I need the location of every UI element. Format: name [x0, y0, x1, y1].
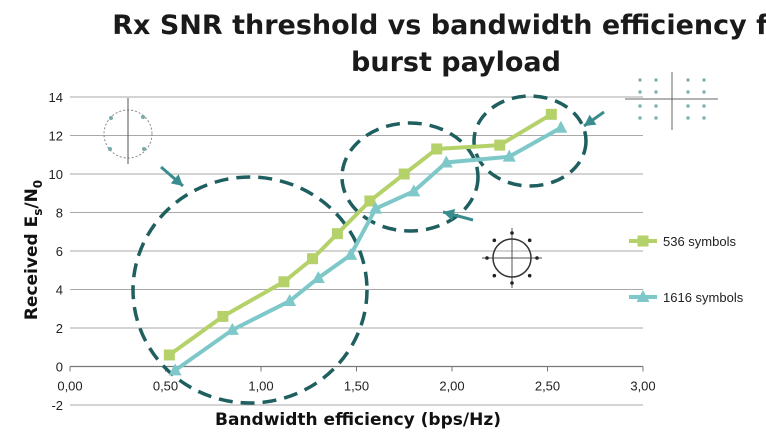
y-tick-label: 14: [49, 90, 63, 105]
y-axis-title-sub-0: 0: [31, 180, 45, 188]
y-axis-title-main: Received E: [22, 216, 42, 320]
constellation-point: [654, 104, 658, 108]
constellation-point: [702, 78, 706, 82]
data-point-series-2: [554, 120, 568, 133]
x-tick-label: 1,50: [344, 379, 369, 394]
legend-marker-2: [636, 290, 650, 302]
data-point-series-2: [168, 363, 182, 376]
modulation-region-circle: [472, 94, 588, 188]
constellation-point: [654, 90, 658, 94]
constellation-point: [686, 78, 690, 82]
y-axis-title-mid: /N: [22, 188, 42, 208]
x-axis-title: Bandwidth efficiency (bps/Hz): [215, 410, 501, 430]
y-tick-label: -2: [51, 398, 63, 413]
arrow-icon: [160, 165, 184, 188]
arrow-icon: [583, 110, 605, 128]
constellation-point: [535, 256, 539, 260]
data-point-series-2: [369, 201, 383, 214]
tick-labels: -2 0 2 4 6 8 10 12 14 0,00 0,50 1,00 1,50 2,00 2,50 3,0…: [49, 90, 656, 413]
constellation-point: [686, 104, 690, 108]
constellation-point: [654, 116, 658, 120]
data-point-series-1: [494, 139, 506, 151]
x-tick-label: 0,50: [153, 379, 178, 394]
data-point-series-1: [364, 195, 376, 207]
data-point-series-2: [311, 270, 325, 283]
x-tick-label: 3,00: [630, 379, 655, 394]
legend-label-2: 1616 symbols: [663, 290, 744, 305]
annotations: [103, 72, 718, 405]
data-point-series-1: [431, 143, 443, 155]
data-point-series-1: [163, 349, 175, 361]
y-axis-title: Received Es/N0: [22, 180, 45, 320]
constellation-point: [638, 90, 642, 94]
constellation-point: [638, 78, 642, 82]
modulation-region-circle: [131, 175, 369, 405]
data-point-series-2: [283, 294, 297, 307]
apsk-constellation-icon: [625, 72, 718, 130]
x-tick-label: 2,50: [535, 379, 560, 394]
constellation-point: [686, 116, 690, 120]
data-point-series-2: [407, 184, 421, 197]
modulation-region-circle: [340, 121, 480, 233]
x-axis: [69, 365, 644, 372]
chart-title-line-2: burst payload: [351, 47, 561, 78]
arrow-icon: [442, 209, 474, 222]
constellation-point: [638, 104, 642, 108]
arrow-head: [170, 174, 183, 186]
x-tick-label: 2,00: [439, 379, 464, 394]
constellation-point: [527, 238, 532, 243]
y-tick-label: 2: [56, 321, 63, 336]
data-point-series-2: [225, 322, 239, 335]
data-point-series-2: [439, 155, 453, 168]
constellation-point: [141, 115, 145, 119]
constellation-point: [485, 256, 489, 260]
y-tick-label: 10: [49, 167, 63, 182]
data-point-series-1: [398, 168, 410, 180]
data-point-series-1: [278, 276, 290, 288]
constellation-point: [686, 90, 690, 94]
y-tick-label: 4: [56, 283, 63, 298]
constellation-point: [654, 78, 658, 82]
chart-title-line-1: Rx SNR threshold vs bandwidth efficiency…: [112, 10, 766, 41]
data-point-series-2: [502, 149, 516, 162]
data-point-series-1: [307, 253, 319, 265]
x-tick-label: 1,00: [248, 379, 273, 394]
y-tick-label: 12: [49, 129, 63, 144]
y-axis-title-sub-s: s: [31, 209, 45, 216]
constellation-point: [510, 281, 514, 285]
x-tick-label: 0,00: [57, 379, 82, 394]
series-layer: [163, 108, 568, 376]
arrow-head: [584, 114, 597, 126]
constellation-point: [638, 116, 642, 120]
constellation-point: [109, 116, 113, 120]
constellation-point: [492, 238, 497, 243]
arrow-head: [443, 209, 456, 221]
constellation-point: [702, 104, 706, 108]
legend-marker-1: [637, 235, 649, 247]
data-point-series-1: [217, 310, 229, 322]
constellation-point: [108, 147, 112, 151]
constellation-point: [492, 273, 497, 278]
y-tick-label: 8: [56, 206, 63, 221]
series-line-1: [168, 112, 553, 357]
data-point-series-2: [344, 247, 358, 260]
constellation-point: [702, 90, 706, 94]
legend-label-1: 536 symbols: [663, 234, 736, 249]
bpsk-constellation-icon: [103, 98, 153, 164]
legend: 536 symbols 1616 symbols: [629, 234, 744, 305]
constellation-ring: [492, 238, 532, 278]
y-tick-label: 6: [56, 244, 63, 259]
constellation-point: [702, 116, 706, 120]
constellation-point: [510, 231, 514, 235]
constellation-point: [527, 273, 532, 278]
y-tick-label: 0: [56, 360, 63, 375]
series-line-2: [173, 126, 562, 372]
data-point-series-1: [545, 108, 557, 120]
data-point-series-1: [331, 228, 343, 240]
constellation-point: [142, 147, 146, 151]
psk8-constellation-icon: [482, 228, 542, 288]
